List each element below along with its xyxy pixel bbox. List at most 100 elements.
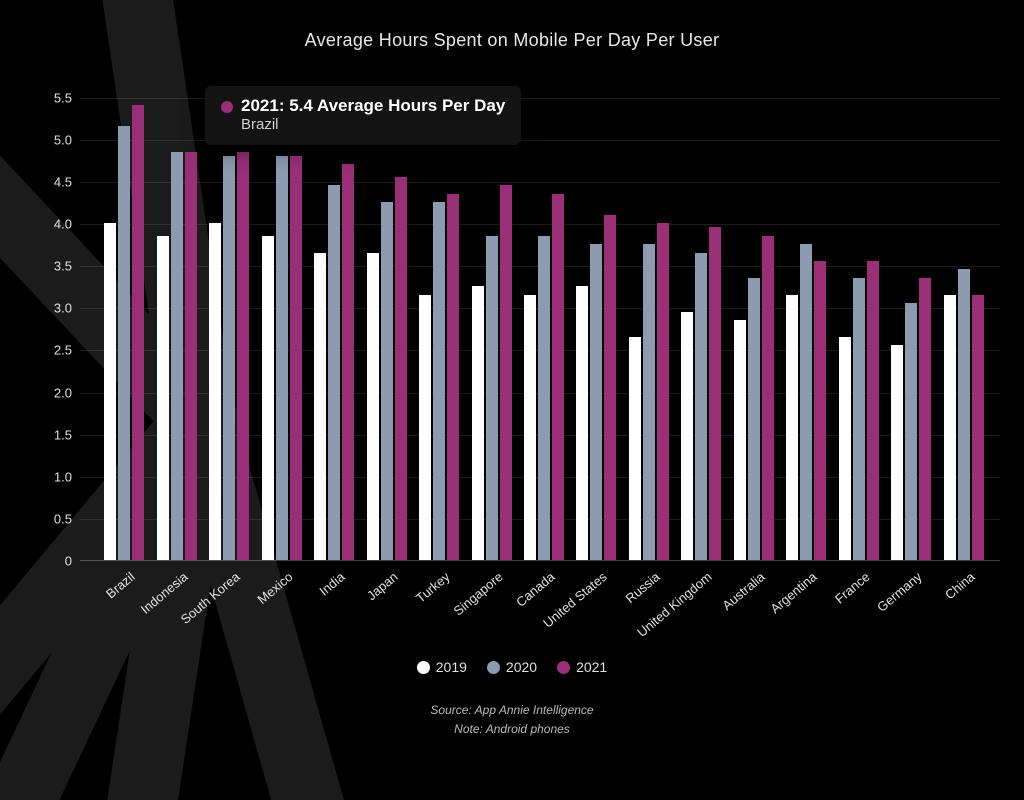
bar-group — [419, 194, 459, 560]
bar[interactable] — [209, 223, 221, 560]
x-tick-label: Argentina — [768, 569, 820, 616]
bar-group — [629, 223, 669, 560]
bar[interactable] — [681, 312, 693, 560]
tooltip-text-secondary: Brazil — [241, 116, 505, 133]
bar[interactable] — [629, 337, 641, 560]
legend: 2019 2020 2021 — [30, 659, 994, 677]
bar-group — [734, 236, 774, 560]
bar[interactable] — [657, 223, 669, 560]
y-tick-label: 3.5 — [30, 259, 72, 274]
x-tick-label: India — [317, 569, 348, 599]
bar[interactable] — [762, 236, 774, 560]
bar-group — [839, 261, 879, 560]
chart-area: 00.51.01.52.02.53.03.54.04.55.05.5 2021:… — [30, 81, 1000, 641]
bar[interactable] — [419, 295, 431, 560]
bars-container — [80, 81, 1000, 560]
bar[interactable] — [290, 156, 302, 560]
y-tick-label: 5.0 — [30, 132, 72, 147]
bar[interactable] — [223, 156, 235, 560]
x-tick-label: Indonesia — [138, 569, 191, 617]
footer-note: Note: Android phones — [30, 720, 994, 739]
bar[interactable] — [867, 261, 879, 560]
bar[interactable] — [958, 269, 970, 560]
bar[interactable] — [486, 236, 498, 560]
legend-item[interactable]: 2021 — [557, 659, 607, 675]
bar-group — [367, 177, 407, 560]
y-tick-label: 2.0 — [30, 385, 72, 400]
bar[interactable] — [118, 126, 130, 560]
bar[interactable] — [433, 202, 445, 560]
legend-dot-icon — [417, 661, 430, 674]
bar[interactable] — [643, 244, 655, 560]
bar[interactable] — [972, 295, 984, 560]
bar[interactable] — [237, 152, 249, 560]
x-tick-label: Turkey — [413, 569, 453, 606]
bar-group — [681, 227, 721, 560]
legend-label: 2020 — [506, 659, 537, 675]
bar[interactable] — [328, 185, 340, 560]
bar[interactable] — [590, 244, 602, 560]
bar[interactable] — [381, 202, 393, 560]
bar[interactable] — [395, 177, 407, 560]
bar[interactable] — [524, 295, 536, 560]
x-tick-label: France — [832, 569, 873, 607]
bar-group — [944, 269, 984, 560]
legend-item[interactable]: 2020 — [487, 659, 537, 675]
bar[interactable] — [853, 278, 865, 560]
bar[interactable] — [800, 244, 812, 560]
bar[interactable] — [839, 337, 851, 560]
bar[interactable] — [104, 223, 116, 560]
legend-dot-icon — [487, 661, 500, 674]
bar-group — [104, 105, 144, 560]
footer-source: Source: App Annie Intelligence — [30, 701, 994, 720]
bar[interactable] — [157, 236, 169, 560]
bar[interactable] — [538, 236, 550, 560]
bar[interactable] — [132, 105, 144, 560]
bar[interactable] — [447, 194, 459, 560]
x-tick-label: Brazil — [103, 569, 138, 601]
bar[interactable] — [748, 278, 760, 560]
bar[interactable] — [500, 185, 512, 560]
bar[interactable] — [709, 227, 721, 560]
bar[interactable] — [905, 303, 917, 560]
bar[interactable] — [342, 164, 354, 560]
bar[interactable] — [919, 278, 931, 560]
bar-group — [262, 156, 302, 560]
plot-area: 2021: 5.4 Average Hours Per Day Brazil — [80, 81, 1000, 561]
bar[interactable] — [185, 152, 197, 560]
y-tick-label: 4.5 — [30, 175, 72, 190]
bar[interactable] — [695, 253, 707, 560]
tooltip-dot-icon — [221, 101, 233, 113]
bar[interactable] — [576, 286, 588, 560]
legend-label: 2021 — [576, 659, 607, 675]
y-tick-label: 2.5 — [30, 343, 72, 358]
tooltip-line1: 2021: 5.4 Average Hours Per Day — [221, 96, 505, 116]
y-tick-label: 3.0 — [30, 301, 72, 316]
y-tick-label: 4.0 — [30, 217, 72, 232]
x-tick-label: China — [942, 569, 978, 602]
bar[interactable] — [171, 152, 183, 560]
x-tick-label: Singapore — [450, 569, 505, 619]
bar[interactable] — [891, 345, 903, 560]
x-tick-label: Mexico — [254, 569, 295, 607]
bar[interactable] — [472, 286, 484, 560]
bar[interactable] — [734, 320, 746, 560]
bar[interactable] — [944, 295, 956, 560]
bar-group — [314, 164, 354, 560]
bar[interactable] — [786, 295, 798, 560]
bar[interactable] — [604, 215, 616, 560]
legend-dot-icon — [557, 661, 570, 674]
bar-group — [157, 152, 197, 560]
y-tick-label: 0.5 — [30, 511, 72, 526]
bar[interactable] — [314, 253, 326, 560]
bar[interactable] — [367, 253, 379, 560]
bar[interactable] — [262, 236, 274, 560]
x-tick-label: Australia — [719, 569, 767, 613]
bar[interactable] — [276, 156, 288, 560]
y-tick-label: 1.0 — [30, 469, 72, 484]
chart-title: Average Hours Spent on Mobile Per Day Pe… — [30, 30, 994, 51]
bar[interactable] — [552, 194, 564, 560]
bar-group — [472, 185, 512, 560]
legend-item[interactable]: 2019 — [417, 659, 467, 675]
bar[interactable] — [814, 261, 826, 560]
